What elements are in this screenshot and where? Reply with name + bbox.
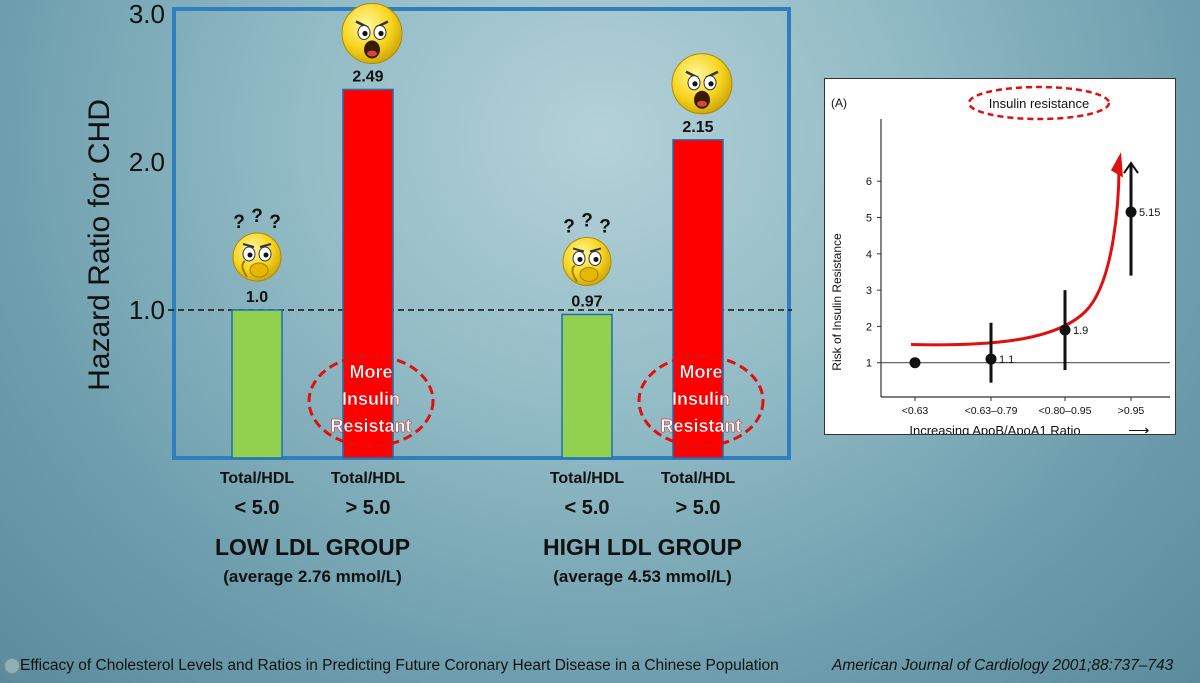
y-tick-label: 2.0 — [129, 147, 165, 177]
x-tick-label: Total/HDL — [219, 470, 295, 487]
data-point — [985, 353, 997, 365]
y-tick-label: 1.0 — [129, 295, 165, 325]
group-title: LOW LDL GROUP — [214, 534, 411, 560]
svg-text:?: ? — [563, 216, 575, 237]
bar — [342, 88, 394, 459]
inset-y-tick: 6 — [866, 176, 872, 188]
thinking-face-icon — [562, 236, 612, 286]
panel-label: (A) — [831, 96, 847, 110]
question-marks: ??? — [233, 206, 281, 233]
x-tick-label: Total/HDL — [660, 470, 736, 487]
data-point — [1125, 206, 1137, 218]
data-point — [909, 357, 921, 369]
x-tick-threshold: < 5.0 — [564, 497, 610, 519]
x-tick-threshold: < 5.0 — [234, 497, 280, 519]
insulin-resistant-annotation: More Insulin Resistant — [307, 354, 435, 448]
inset-x-tick: <0.63 — [902, 405, 929, 417]
svg-text:More: More — [679, 362, 722, 382]
inset-chart: (A) Insulin resistance 1 2 3 4 5 6 <0.63 <0.63–0.… — [830, 85, 1170, 439]
x-tick-threshold: > 5.0 — [675, 497, 721, 519]
slide-nav-button[interactable] — [4, 658, 20, 674]
group-subtitle: (average 4.53 mmol/L) — [553, 567, 732, 586]
group-subtitle: (average 2.76 mmol/L) — [223, 567, 402, 586]
callout-label: Insulin resistance — [989, 96, 1089, 111]
main-chart: 1.0 2.0 3.0 1.0?? ? 2.49 More Insulin Resistant… — [129, 0, 792, 460]
bar-value-label: 2.15 — [682, 119, 713, 136]
inset-x-tick: <0.80–0.95 — [1039, 405, 1092, 417]
error-bar-arrow — [1123, 161, 1139, 174]
journal-citation: American Journal of Cardiology 2001;88:7… — [832, 657, 1174, 674]
chart-frame — [172, 7, 791, 460]
data-point-label: 5.15 — [1139, 207, 1160, 219]
citation-title: Efficacy of Cholesterol Levels and Ratio… — [20, 657, 779, 674]
inset-x-tick: <0.63–0.79 — [965, 405, 1018, 417]
svg-text:Resistant: Resistant — [330, 416, 411, 436]
data-point-label: 1.9 — [1073, 325, 1088, 337]
inset-y-label: Risk of Insulin Resistance — [830, 233, 844, 371]
trend-curve — [910, 166, 1121, 347]
bar — [561, 313, 613, 459]
inset-x-tick: >0.95 — [1118, 405, 1145, 417]
inset-x-arrow: ⟶ — [1128, 422, 1150, 434]
svg-text:?: ? — [233, 212, 245, 233]
bar — [672, 139, 724, 459]
inset-y-tick: 1 — [866, 358, 872, 370]
inset-y-tick: 3 — [866, 285, 872, 297]
data-point-label: 1.1 — [999, 354, 1014, 366]
svg-text:Insulin: Insulin — [672, 389, 730, 409]
inset-y-tick: 5 — [866, 213, 872, 225]
group-title: HIGH LDL GROUP — [543, 534, 742, 560]
svg-text:?: ? — [269, 212, 281, 233]
svg-text:?: ? — [581, 210, 593, 231]
svg-text:Insulin: Insulin — [342, 389, 400, 409]
inset-figure: (A) Insulin resistance 1 2 3 4 5 6 <0.63 <0.63–0.… — [824, 78, 1176, 439]
shocked-angry-face-icon — [341, 2, 403, 64]
svg-text:More: More — [349, 362, 392, 382]
inset-y-tick: 4 — [866, 249, 872, 261]
inset-x-label: Increasing ApoB/ApoA1 Ratio — [909, 423, 1080, 434]
insulin-resistant-annotation: More Insulin Resistant — [637, 354, 765, 448]
x-tick-threshold: > 5.0 — [345, 497, 391, 519]
bar-value-label: 0.97 — [571, 293, 602, 310]
thinking-face-icon — [232, 232, 282, 282]
y-tick-label: 3.0 — [129, 0, 165, 29]
bar-value-label: 2.49 — [352, 68, 383, 85]
shocked-angry-face-icon — [671, 53, 733, 115]
bar-value-label: 1.0 — [246, 289, 268, 306]
bar — [231, 309, 283, 459]
inset-y-tick: 2 — [866, 321, 872, 333]
callout-oval — [967, 85, 1111, 121]
x-tick-label: Total/HDL — [330, 470, 406, 487]
x-tick-label: Total/HDL — [549, 470, 625, 487]
trend-arrowhead — [1111, 152, 1123, 178]
data-point — [1059, 324, 1071, 336]
svg-text:?: ? — [599, 216, 611, 237]
svg-text:Resistant: Resistant — [660, 416, 741, 436]
svg-text:?: ? — [251, 206, 263, 227]
question-marks: ??? — [563, 210, 611, 237]
